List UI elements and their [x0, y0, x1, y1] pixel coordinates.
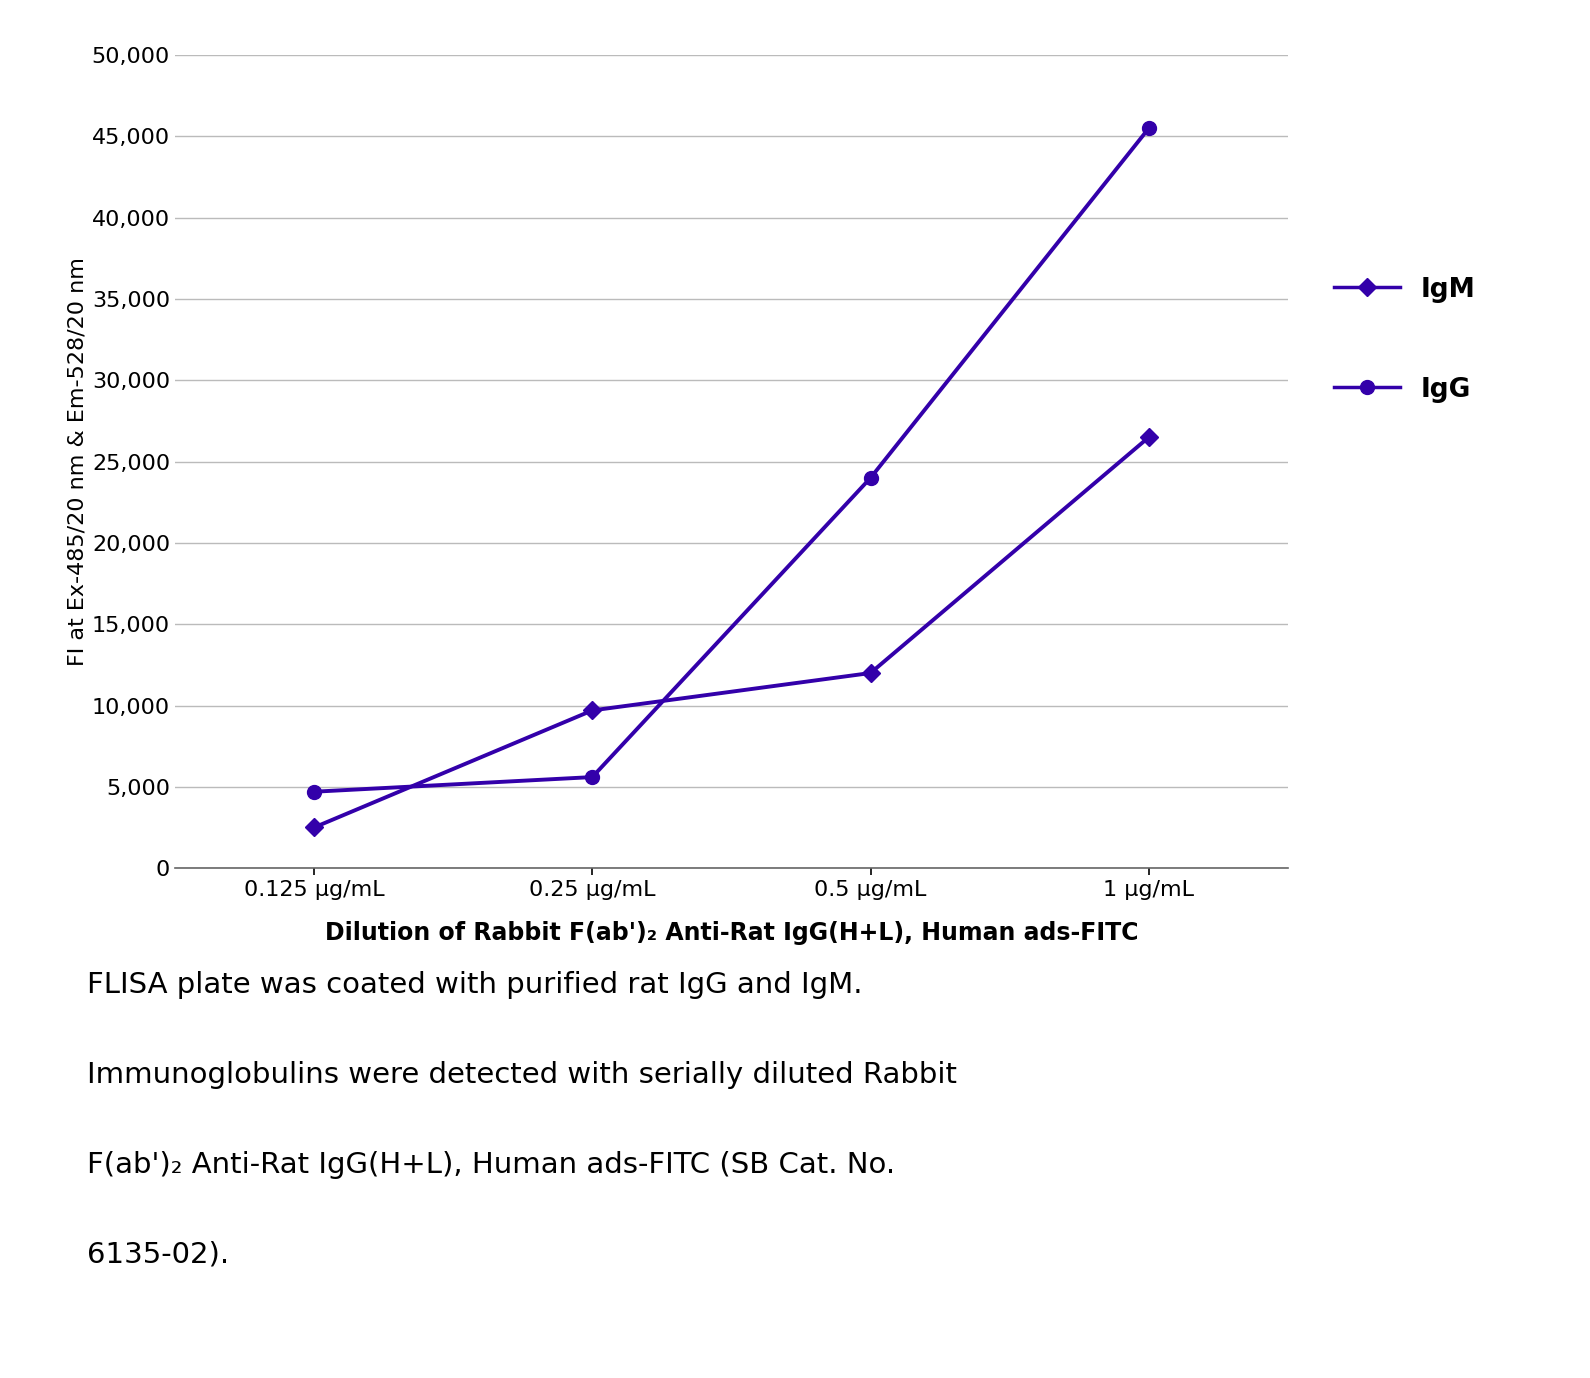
Text: F(ab')₂ Anti-Rat IgG(H+L), Human ads-FITC (SB Cat. No.: F(ab')₂ Anti-Rat IgG(H+L), Human ads-FIT…: [87, 1151, 895, 1178]
Text: Immunoglobulins were detected with serially diluted Rabbit: Immunoglobulins were detected with seria…: [87, 1061, 957, 1089]
Text: FLISA plate was coated with purified rat IgG and IgM.: FLISA plate was coated with purified rat…: [87, 971, 863, 999]
Legend: IgM, IgG: IgM, IgG: [1323, 266, 1487, 413]
Text: 6135-02).: 6135-02).: [87, 1240, 229, 1268]
X-axis label: Dilution of Rabbit F(ab')₂ Anti-Rat IgG(H+L), Human ads-FITC: Dilution of Rabbit F(ab')₂ Anti-Rat IgG(…: [324, 921, 1138, 945]
Y-axis label: FI at Ex-485/20 nm & Em-528/20 nm: FI at Ex-485/20 nm & Em-528/20 nm: [68, 258, 87, 666]
